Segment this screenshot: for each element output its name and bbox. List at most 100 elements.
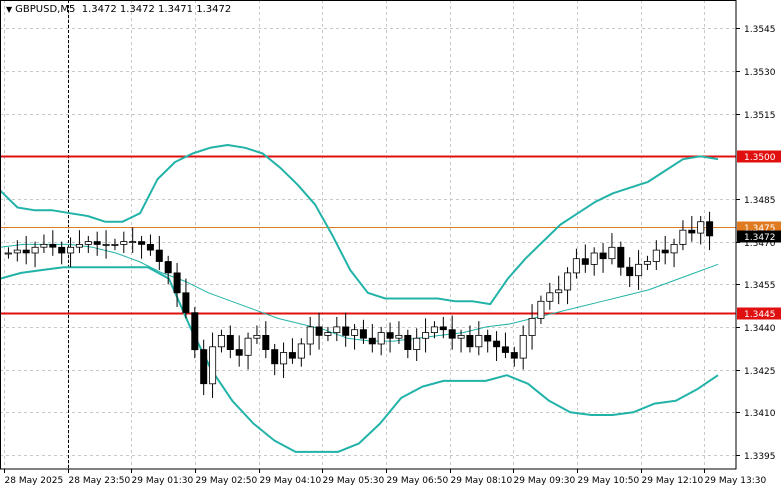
- candle: [75, 230, 83, 253]
- candle-body: [564, 272, 572, 291]
- candle: [244, 332, 252, 370]
- candle: [368, 324, 376, 353]
- y-tick-label: 1.3455: [744, 281, 776, 291]
- candle-body: [626, 266, 634, 277]
- candle-body: [288, 352, 296, 359]
- candle-body: [40, 243, 48, 248]
- candle-body: [217, 334, 225, 348]
- candle: [306, 316, 314, 356]
- candle: [253, 325, 261, 344]
- candle: [93, 231, 101, 256]
- y-tick-label: 1.3440: [744, 324, 776, 334]
- candle: [510, 346, 518, 367]
- candle: [111, 238, 119, 251]
- candle-body: [262, 334, 270, 350]
- candle-body: [688, 229, 696, 234]
- candle: [404, 329, 412, 359]
- candle-body: [191, 312, 199, 351]
- candle: [324, 326, 332, 342]
- indicator-lines: [0, 144, 719, 453]
- price-tag-bg: [737, 230, 781, 243]
- candle-body: [297, 343, 305, 359]
- candle-body: [635, 263, 643, 277]
- candle-body: [111, 243, 119, 246]
- candle-body: [84, 241, 92, 245]
- candle: [129, 227, 137, 253]
- candle: [182, 278, 190, 319]
- chart-title: ▼ GBPUSD,M5 1.3472 1.3472 1.3471 1.3472: [6, 4, 231, 15]
- x-tick-label: 29 May 13:30: [705, 476, 767, 486]
- moving-average: [0, 243, 719, 342]
- level-label-bg: [737, 150, 781, 163]
- candle-body: [661, 249, 669, 254]
- candle-body: [608, 246, 616, 260]
- candle: [351, 324, 359, 350]
- candle: [164, 255, 172, 285]
- candle: [377, 326, 385, 356]
- x-tick-label: 28 May 23:50: [69, 476, 131, 486]
- candle: [22, 235, 30, 265]
- caret-down-icon[interactable]: ▼: [6, 5, 13, 14]
- candle: [359, 319, 367, 344]
- candle: [661, 235, 669, 265]
- candle: [697, 216, 705, 245]
- candle: [501, 332, 509, 359]
- candle-body: [173, 272, 181, 294]
- candle: [617, 241, 625, 276]
- y-tick-label: 1.3470: [744, 239, 776, 249]
- candle: [217, 329, 225, 353]
- y-tick-label: 1.3545: [744, 25, 776, 35]
- candle-body: [102, 243, 110, 246]
- y-tick-label: 1.3515: [744, 111, 776, 121]
- candle-body: [146, 243, 154, 251]
- candle-body: [528, 317, 536, 336]
- candle-body: [164, 261, 172, 274]
- candle-body: [439, 326, 447, 331]
- candle-body: [342, 326, 350, 336]
- bollinger-lower: [0, 266, 719, 453]
- candle-body: [155, 249, 163, 262]
- candle: [679, 220, 687, 251]
- y-tick-label: 1.3395: [744, 452, 776, 462]
- candle: [333, 316, 341, 342]
- candle-body: [652, 249, 660, 262]
- candle: [652, 240, 660, 271]
- candle-body: [377, 332, 385, 345]
- candle: [4, 247, 12, 259]
- price-tag-label: 1.3472: [744, 233, 776, 243]
- candle-body: [182, 292, 190, 314]
- candle: [226, 325, 234, 359]
- candle: [262, 321, 270, 359]
- candle-body: [617, 246, 625, 268]
- candle-body: [404, 334, 412, 350]
- candle: [138, 235, 146, 259]
- candle: [120, 231, 128, 253]
- candle-body: [333, 326, 341, 333]
- candle-body: [13, 249, 21, 254]
- candle-body: [643, 261, 651, 265]
- candle-body: [244, 337, 252, 356]
- level-label: 1.3500: [744, 153, 776, 163]
- candle-body: [670, 243, 678, 254]
- candle-body: [395, 334, 403, 339]
- candle-body: [493, 340, 501, 348]
- candle: [315, 312, 323, 350]
- candle-body: [31, 246, 39, 254]
- candle-body: [706, 221, 714, 237]
- candle: [448, 315, 456, 350]
- candle: [200, 339, 208, 396]
- bollinger-upper: [0, 144, 719, 306]
- x-tick-label: 29 May 04:10: [260, 476, 322, 486]
- candle-body: [555, 289, 563, 294]
- candle: [608, 233, 616, 265]
- candle: [84, 235, 92, 253]
- ohlc-values: 1.3472 1.3472 1.3471 1.3472: [81, 4, 232, 15]
- candle-body: [306, 326, 314, 345]
- candle-body: [209, 346, 217, 385]
- candle-body: [599, 252, 607, 260]
- candle-body: [430, 326, 438, 333]
- candle: [546, 282, 554, 310]
- y-tick-label: 1.3485: [744, 196, 776, 206]
- candle-body: [75, 243, 83, 248]
